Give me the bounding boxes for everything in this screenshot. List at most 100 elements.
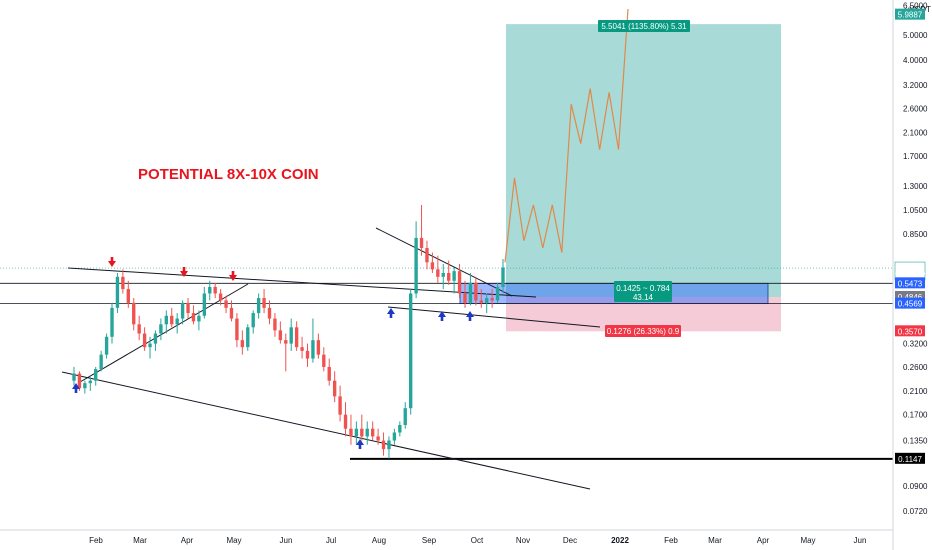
candle-body: [354, 428, 359, 437]
candle-body: [452, 271, 456, 281]
candle-body: [278, 330, 283, 341]
candle-body: [485, 298, 489, 303]
candle-body: [251, 313, 255, 328]
candle-body: [148, 343, 152, 348]
trendline-layer: [0, 227, 893, 490]
candle-body: [311, 340, 315, 359]
time-tick-label: Apr: [181, 536, 194, 545]
candle-body: [381, 440, 386, 450]
candle-body: [262, 298, 266, 308]
time-tick-label: Dec: [563, 536, 577, 545]
candle-body: [495, 286, 500, 301]
up-arrow-icon: [466, 311, 474, 321]
time-tick-label: Nov: [516, 536, 530, 545]
price-tag-label: 0.3570: [898, 327, 923, 336]
price-tick-label: 0.3200: [903, 340, 928, 349]
price-tick-label: 1.0500: [903, 206, 928, 215]
candle-body: [99, 354, 103, 370]
price-tag-bg: [895, 325, 925, 337]
down-arrow-icon: [229, 271, 237, 281]
time-tick-label: Oct: [471, 536, 484, 545]
candle-body: [202, 293, 207, 316]
price-tick-label: 4.0000: [903, 56, 928, 65]
price-tag-bg: [895, 277, 925, 289]
price-tag-bg: [895, 291, 925, 302]
position-zones: [459, 24, 781, 332]
price-tick-label: 0.1350: [903, 437, 928, 446]
candle-body: [376, 436, 380, 441]
up-arrow-icon: [438, 311, 446, 321]
projection-path: [504, 8, 629, 263]
price-tick-label: 2.1000: [903, 128, 928, 137]
price-tag: 0.4569: [895, 297, 925, 309]
candle-body: [267, 307, 272, 319]
candle-body: [132, 302, 136, 325]
candle-body: [218, 293, 223, 301]
candle-body: [246, 327, 250, 348]
candle-body: [164, 315, 168, 325]
candle-body: [327, 366, 331, 381]
candle-body: [294, 327, 299, 348]
price-axis: USDT6.50005.00004.00003.20002.60002.1000…: [892, 0, 932, 550]
candle-body: [436, 269, 440, 277]
price-tag: 0.1147: [895, 452, 925, 464]
time-tick-label: Feb: [664, 536, 678, 545]
price-tag-label: 0.4569: [898, 300, 923, 309]
candle-body: [419, 237, 424, 248]
price-tag-label: 0.4846: [898, 293, 923, 302]
candle-body: [463, 293, 467, 303]
candle-body: [208, 286, 212, 294]
down-arrow-icon: [108, 257, 116, 267]
candle-body: [398, 425, 402, 433]
price-tick-label: 0.2600: [903, 363, 928, 372]
candle-body: [305, 350, 310, 359]
candle-body: [468, 282, 473, 303]
annotation-layer: 5.5041 (1135.80%) 5.31 0.1276 (26.33%) 0.…: [598, 20, 690, 337]
time-tick-label: May: [800, 536, 815, 545]
price-tag: 0.5473: [895, 277, 925, 289]
down-arrow-icon: [180, 267, 188, 277]
price-tag: 0.4846: [895, 291, 925, 302]
candle-body: [332, 380, 337, 397]
price-tick-label: 0.0900: [903, 482, 928, 491]
range-label-bg: [614, 281, 672, 302]
candle-body: [403, 408, 407, 426]
candle-body: [72, 373, 76, 381]
price-tick-label: 0.0720: [903, 507, 928, 516]
candle-body: [284, 340, 288, 344]
time-tick-label: Aug: [372, 536, 386, 545]
candle-body: [338, 396, 342, 415]
candle-body: [387, 440, 391, 450]
candle-body: [365, 428, 369, 437]
time-axis: Feb Mar Apr May Jun Jul Aug Sep Oct Nov Dec 2022 Feb…: [0, 529, 893, 545]
price-tick-label: 0.1700: [903, 411, 928, 420]
price-tag-label: 0.1147: [898, 455, 922, 464]
candle-body: [273, 318, 277, 331]
candle-body: [474, 282, 478, 301]
price-tag: 5.9887: [895, 8, 925, 20]
target-label: 5.5041 (1135.80%) 5.31: [601, 22, 687, 31]
candle-body: [197, 315, 201, 322]
candles-layer: [72, 204, 505, 459]
candle-body: [414, 237, 418, 294]
candle-body: [121, 276, 125, 290]
candle-body: [490, 298, 494, 301]
candle-body: [392, 432, 397, 441]
rising-support-line: [79, 283, 249, 383]
candle-body: [104, 336, 109, 355]
candle-body: [430, 262, 435, 270]
candle-body: [229, 307, 234, 319]
candle-body: [142, 333, 147, 348]
candle-body: [213, 286, 217, 294]
candle-body: [349, 428, 353, 437]
price-tick-label: 0.8500: [903, 230, 928, 239]
candle-body: [186, 302, 190, 314]
arrow-markers: [72, 257, 474, 449]
target-label-bg: [598, 20, 690, 32]
range-label-line1: 0.1425 ~ 0.784: [616, 284, 670, 293]
candle-body: [224, 300, 228, 308]
lower-channel-line: [61, 371, 591, 490]
price-tick-label: 0.2100: [903, 387, 928, 396]
